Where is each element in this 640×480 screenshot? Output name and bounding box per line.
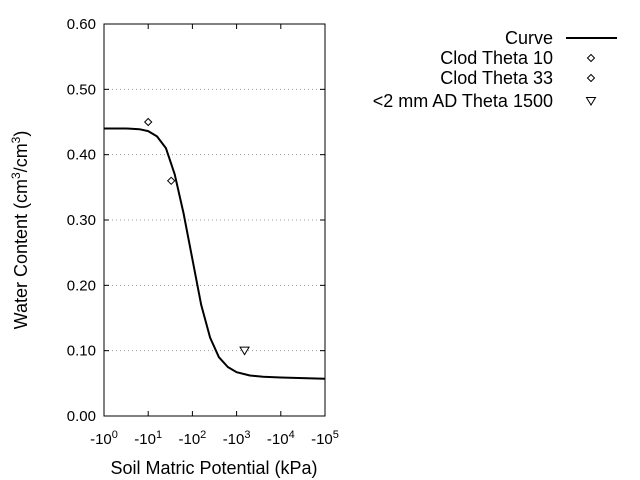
x-tick-label: -103 bbox=[223, 429, 251, 448]
grid-lines bbox=[104, 88, 325, 352]
legend-label: Clod Theta 10 bbox=[440, 48, 553, 68]
diamond-point bbox=[143, 117, 153, 127]
x-axis-title: Soil Matric Potential (kPa) bbox=[110, 458, 317, 478]
legend-label: Clod Theta 33 bbox=[440, 68, 553, 88]
series-layer bbox=[104, 117, 326, 380]
axis-ticks: 0.00 0.10 0.20 0.30 0.40 0.50 0.60 -100 -101 -102… bbox=[67, 16, 339, 448]
plot-frame bbox=[103, 23, 326, 417]
y-tick-label: 0.60 bbox=[67, 16, 96, 33]
y-tick-label: 0.40 bbox=[67, 147, 96, 164]
legend-diamond bbox=[586, 53, 596, 63]
y-tick-label: 0.50 bbox=[67, 81, 96, 98]
diamond-point bbox=[166, 176, 176, 186]
x-tick-label: -105 bbox=[311, 429, 339, 448]
x-tick-label: -104 bbox=[267, 429, 295, 448]
legend-diamond bbox=[586, 73, 596, 83]
y-tick-label: 0.00 bbox=[67, 408, 96, 425]
legend-triangle bbox=[585, 97, 597, 106]
x-tick-label: -101 bbox=[134, 429, 162, 448]
y-tick-label: 0.10 bbox=[67, 343, 96, 360]
x-tick-label: -100 bbox=[90, 429, 118, 448]
triangle-point bbox=[239, 346, 250, 356]
curve-line bbox=[104, 127, 326, 380]
x-tick-label: -102 bbox=[178, 429, 206, 448]
legend-label: <2 mm AD Theta 1500 bbox=[373, 91, 553, 111]
y-tick-label: 0.20 bbox=[67, 277, 96, 294]
legend-label: Curve bbox=[505, 28, 553, 48]
y-tick-label: 0.30 bbox=[67, 212, 96, 229]
y-axis-title: Water Content (cm3/cm3) bbox=[9, 131, 31, 330]
